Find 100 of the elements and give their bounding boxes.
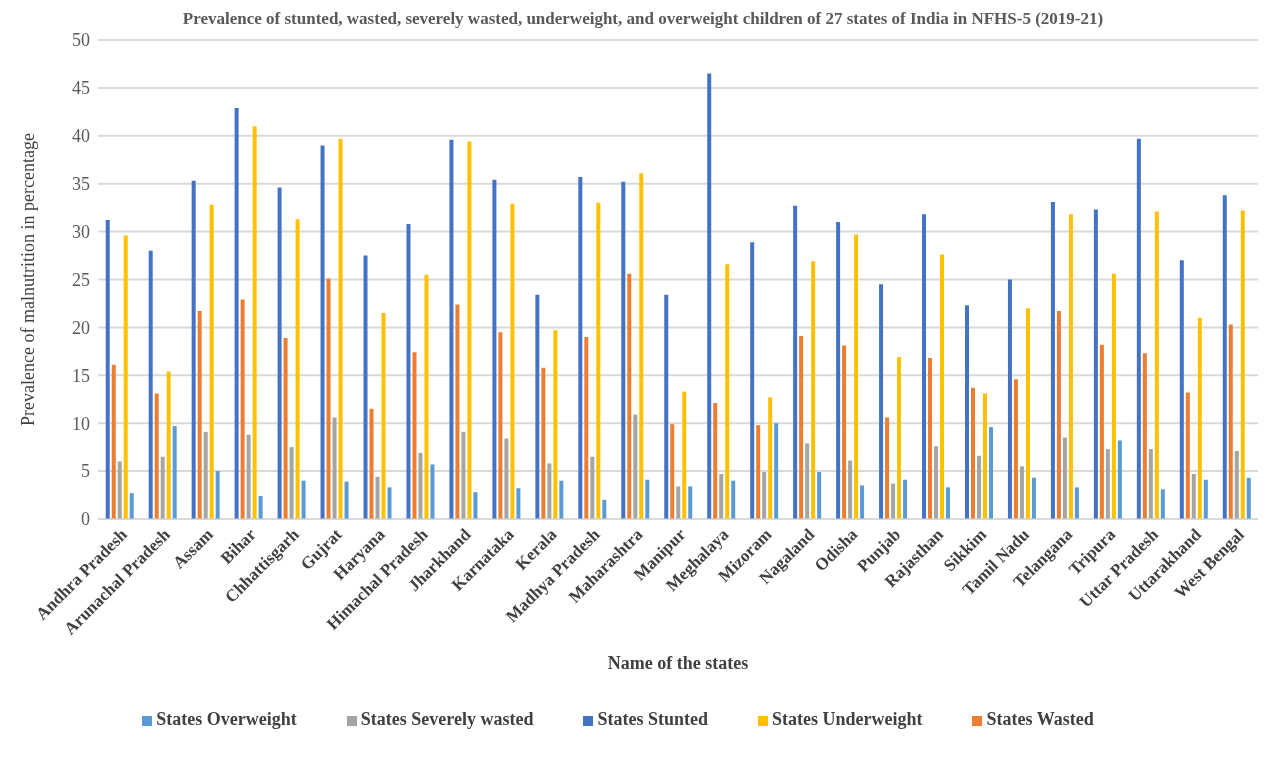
bar — [326, 278, 331, 519]
bar — [854, 234, 859, 519]
bar — [817, 472, 822, 519]
bar — [1197, 317, 1202, 519]
bar — [1007, 279, 1012, 519]
bar — [713, 403, 718, 519]
bar — [1222, 195, 1227, 519]
bar — [295, 219, 300, 519]
bar — [1160, 489, 1165, 519]
bar — [1246, 477, 1251, 519]
bar — [627, 273, 632, 519]
bar — [768, 397, 773, 519]
bar — [578, 176, 583, 519]
bar — [166, 371, 171, 519]
bar — [762, 472, 767, 519]
bar — [363, 255, 368, 519]
bar — [988, 427, 993, 519]
bar — [836, 222, 841, 519]
bar — [197, 311, 202, 519]
bar — [879, 284, 884, 519]
bar — [584, 336, 589, 519]
bar — [805, 443, 810, 519]
bar — [848, 460, 853, 519]
bar — [639, 173, 644, 519]
bar — [547, 463, 552, 519]
bar — [1117, 440, 1122, 519]
bar — [283, 337, 288, 519]
bar — [1240, 210, 1245, 519]
y-tick-label: 10 — [72, 413, 90, 434]
bar — [424, 274, 429, 519]
bar — [970, 387, 975, 519]
bar — [240, 299, 245, 519]
y-tick-label: 0 — [81, 509, 90, 530]
bar — [516, 488, 521, 519]
bar — [1019, 466, 1024, 519]
bar — [725, 264, 730, 519]
bar — [430, 464, 435, 519]
bar — [1068, 214, 1073, 519]
bar — [922, 214, 927, 519]
y-tick-label: 30 — [72, 221, 90, 242]
bar — [664, 294, 669, 519]
bar — [289, 447, 294, 519]
bar — [191, 180, 196, 519]
bar — [1203, 479, 1208, 519]
bar — [455, 304, 460, 519]
y-tick-label: 5 — [81, 461, 90, 482]
y-tick-label: 15 — [72, 365, 90, 386]
bar — [258, 496, 263, 519]
bar — [160, 456, 165, 519]
bar — [1154, 211, 1159, 519]
bar — [774, 423, 779, 519]
bar — [203, 431, 208, 519]
bar — [1111, 273, 1116, 519]
bar — [1136, 138, 1141, 519]
bar — [633, 414, 638, 519]
x-axis-title: Name of the states — [607, 653, 749, 673]
bar — [535, 294, 540, 519]
bar — [123, 235, 128, 519]
bar — [1228, 324, 1233, 519]
bar — [602, 499, 607, 519]
bar — [731, 480, 736, 519]
bar — [707, 73, 712, 519]
bar — [1191, 473, 1196, 519]
bar — [676, 486, 681, 519]
bar — [934, 446, 939, 519]
bar — [1013, 379, 1018, 519]
y-tick-label: 20 — [72, 317, 90, 338]
bar — [553, 330, 558, 519]
bar — [891, 483, 896, 519]
bar — [688, 486, 693, 519]
bar — [1074, 487, 1079, 519]
bar — [332, 417, 337, 519]
bar — [903, 479, 908, 519]
bar — [320, 145, 325, 519]
bar — [154, 393, 159, 519]
bar — [928, 358, 933, 519]
bar — [105, 220, 110, 519]
bar — [117, 461, 122, 519]
bar — [946, 487, 951, 519]
bar — [1148, 449, 1153, 519]
bar — [387, 487, 392, 519]
bar — [510, 203, 515, 519]
bar — [215, 471, 220, 519]
bar — [590, 456, 595, 519]
bar — [1062, 437, 1067, 519]
bar — [406, 223, 411, 519]
bar — [246, 434, 251, 519]
bar — [1234, 450, 1239, 519]
bar — [418, 452, 423, 519]
bar — [209, 204, 214, 519]
bar — [498, 332, 503, 519]
bar — [541, 367, 546, 519]
bar — [234, 108, 239, 519]
bar — [344, 481, 349, 519]
legend-label: States Wasted — [986, 709, 1094, 729]
legend-label: States Severely wasted — [360, 709, 534, 729]
bar — [473, 492, 478, 519]
bar — [897, 357, 902, 519]
bar — [461, 431, 466, 519]
bar — [799, 336, 804, 519]
